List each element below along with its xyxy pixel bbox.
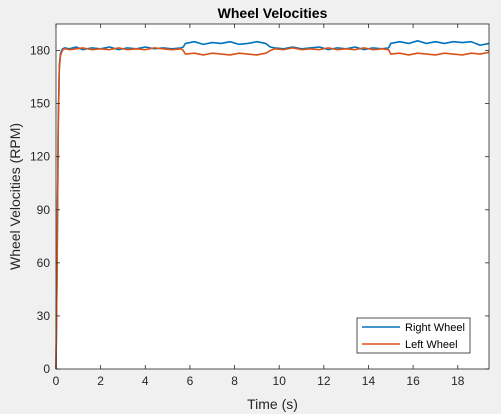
series-line-1: [55, 40, 490, 370]
y-tick-label: 0: [43, 362, 50, 376]
y-tick-label: 60: [37, 256, 51, 270]
y-axis-label: Wheel Velocities (RPM): [7, 123, 23, 270]
x-tick-label: 16: [406, 374, 420, 388]
y-tick-label: 150: [30, 97, 50, 111]
x-tick-label: 8: [231, 374, 238, 388]
y-tick-label: 90: [37, 203, 51, 217]
x-tick-label: 2: [97, 374, 104, 388]
y-tick-label: 120: [30, 150, 50, 164]
legend-label-1: Right Wheel: [405, 322, 465, 334]
x-tick-label: 10: [273, 374, 287, 388]
legend-label-2: Left Wheel: [405, 339, 458, 351]
series-layer: [55, 40, 490, 370]
y-tick-label: 180: [30, 44, 50, 58]
x-tick-label: 4: [142, 374, 149, 388]
x-tick-label: 12: [317, 374, 331, 388]
legend: Right Wheel Left Wheel: [356, 317, 471, 354]
series-line-2: [55, 47, 490, 370]
x-tick-label: 18: [451, 374, 465, 388]
axes-box: [55, 23, 490, 370]
x-tick-label: 0: [53, 374, 60, 388]
chart-title: Wheel Velocities: [218, 5, 328, 21]
x-tick-label: 6: [187, 374, 194, 388]
x-axis-label: Time (s): [247, 396, 298, 412]
plot-area: [56, 24, 489, 369]
y-tick-label: 30: [37, 309, 51, 323]
x-tick-label: 14: [362, 374, 376, 388]
legend-box: [356, 317, 471, 354]
